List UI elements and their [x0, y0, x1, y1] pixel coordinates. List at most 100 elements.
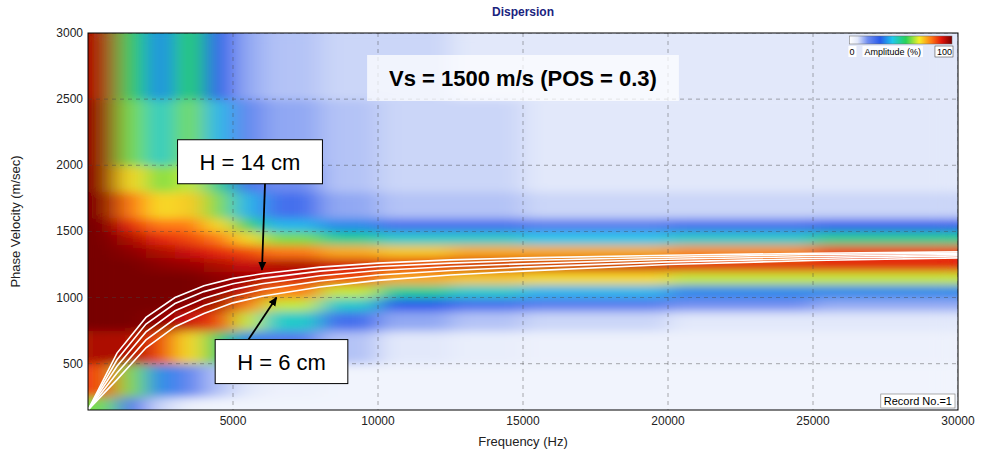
heat-cell: [378, 165, 451, 192]
heat-cell: [146, 192, 176, 219]
dispersion-curve: [88, 256, 958, 410]
heat-cell: [668, 311, 814, 331]
heat-cell: [262, 218, 321, 232]
record-box: [881, 394, 955, 408]
heat-cell: [88, 284, 118, 298]
heat-cell: [320, 231, 379, 245]
heat-cell: [320, 165, 379, 192]
heat-cell: [117, 245, 147, 259]
heat-cell: [117, 284, 147, 298]
heat-cell: [204, 311, 234, 331]
heat-cell: [88, 218, 118, 232]
annotation-text: H = 6 cm: [237, 350, 326, 375]
heat-cell: [813, 271, 958, 285]
heat-cell: [146, 218, 176, 232]
heat-cell: [451, 99, 524, 166]
heat-cell: [378, 298, 451, 312]
heat-cell: [175, 331, 205, 365]
heat-cell: [668, 284, 814, 298]
grid-line: [88, 297, 958, 298]
y-axis-title: Phase Velocity (m/sec): [8, 155, 23, 287]
heat-cell: [320, 192, 379, 219]
heat-cell: [451, 397, 524, 410]
annotation-banner: Vs = 1500 m/s (POS = 0.3): [389, 66, 657, 91]
y-tick-label: 3000: [56, 26, 83, 40]
y-tick-label: 1500: [56, 224, 83, 238]
chart: 5000100001500020000250003000050010001500…: [0, 0, 985, 462]
heat-cell: [146, 284, 176, 298]
colorbar-tick: 0: [849, 47, 854, 57]
x-axis-title: Frequency (Hz): [478, 434, 568, 449]
heat-cell: [146, 271, 176, 285]
heat-cell: [175, 245, 205, 259]
heat-cell: [262, 298, 321, 312]
heat-cell: [262, 231, 321, 245]
heat-cell: [117, 258, 147, 272]
annotation-box: [178, 140, 323, 184]
annotation-arrow: [249, 298, 277, 340]
heat-cell: [146, 231, 176, 245]
heat-cell: [451, 231, 524, 245]
y-tick-label: 1000: [56, 291, 83, 305]
colorbar-tick-box: [935, 46, 953, 57]
curves: [88, 252, 958, 410]
heat-cell: [117, 192, 147, 219]
heat-cell: [88, 311, 118, 331]
heat-cell: [813, 218, 958, 232]
colorbar: 0Amplitude (%)100: [848, 36, 953, 57]
heat-cell: [204, 397, 234, 410]
heat-cell: [117, 271, 147, 285]
heat-cell: [813, 331, 958, 365]
heat-cell: [813, 298, 958, 312]
heat-cell: [378, 231, 451, 245]
grid: [88, 33, 958, 410]
heat-cell: [320, 99, 379, 166]
heat-cell: [451, 331, 524, 365]
heat-cell: [175, 258, 205, 272]
heat-cell: [813, 165, 958, 192]
heat-cell: [204, 231, 234, 245]
heat-cell: [175, 218, 205, 232]
heat-cell: [175, 33, 205, 100]
colorbar-label: Amplitude (%): [864, 47, 921, 57]
x-tick-label: 5000: [220, 414, 247, 428]
heat-cell: [262, 397, 321, 410]
heat-cell: [233, 311, 263, 331]
heat-cell: [146, 33, 176, 100]
heat-cell: [320, 311, 379, 331]
heat-cell: [523, 397, 669, 410]
heat-cell: [668, 298, 814, 312]
heat-cell: [451, 364, 524, 398]
y-tick-label: 2500: [56, 92, 83, 106]
heat-cell: [320, 397, 379, 410]
annotation-box: [215, 340, 348, 384]
heat-cell: [117, 298, 147, 312]
heat-cell: [175, 364, 205, 398]
heat-cell: [204, 271, 234, 285]
x-tick-label: 25000: [796, 414, 830, 428]
grid-line: [813, 33, 814, 410]
heat-cell: [146, 364, 176, 398]
heat-cell: [668, 33, 814, 100]
heat-cell: [451, 311, 524, 331]
heat-cell: [146, 245, 176, 259]
title: Dispersion: [492, 5, 554, 19]
heat-cell: [262, 33, 321, 100]
heat-cell: [451, 192, 524, 219]
heat-cell: [88, 231, 118, 245]
heat-cell: [204, 192, 234, 219]
heat-cell: [233, 397, 263, 410]
dispersion-curve: [88, 255, 958, 410]
heat-cell: [668, 331, 814, 365]
heat-cell: [668, 271, 814, 285]
heat-cell: [320, 245, 379, 259]
heat-cell: [813, 311, 958, 331]
heat-cell: [378, 397, 451, 410]
heat-cell: [146, 165, 176, 192]
heat-cell: [262, 192, 321, 219]
heat-cell: [523, 218, 669, 232]
heat-cell: [813, 33, 958, 100]
heat-cell: [204, 218, 234, 232]
heat-cell: [233, 192, 263, 219]
heat-cell: [175, 231, 205, 245]
